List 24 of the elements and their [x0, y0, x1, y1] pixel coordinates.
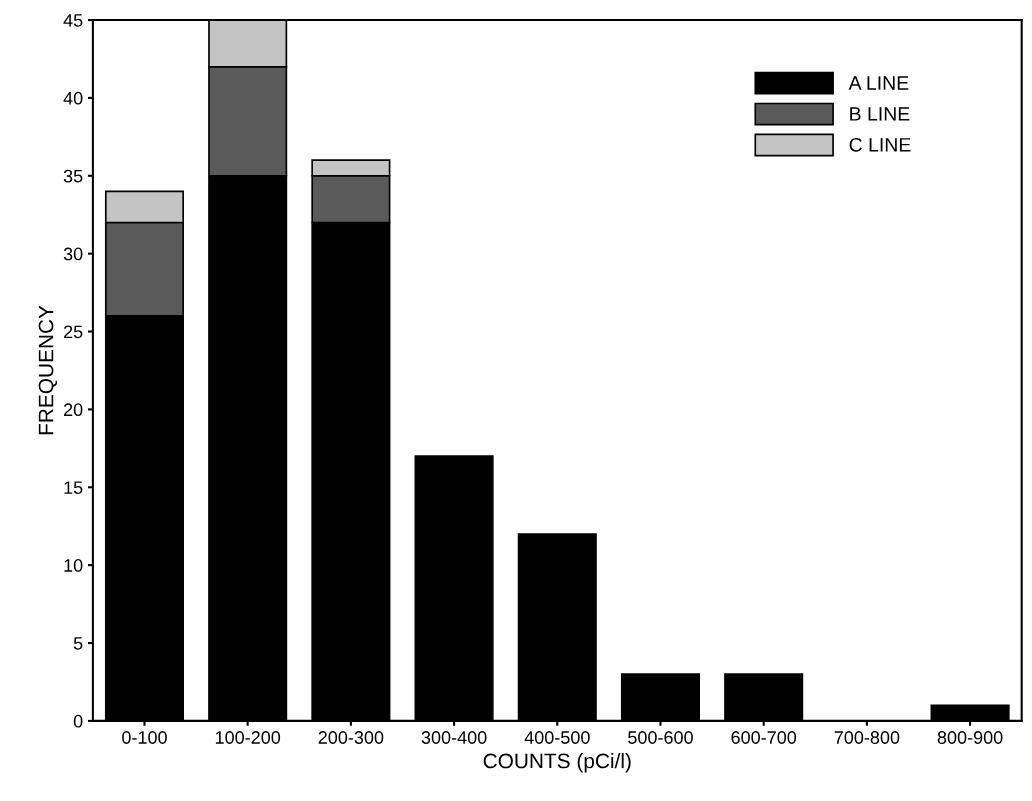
y-tick-label: 45 [63, 14, 83, 27]
x-tick-label: 0-100 [122, 731, 167, 744]
y-tick-label: 15 [64, 481, 83, 494]
y-tick-label: 40 [63, 91, 83, 105]
x-tick-label: 200-300 [318, 731, 384, 744]
legend-label: A LINE [848, 76, 909, 90]
x-axis-title: COUNTS (pCi/l) [483, 753, 631, 773]
x-tick-label: 600-700 [731, 731, 797, 744]
y-tick-label: 10 [64, 559, 83, 572]
x-tick-label: 100-200 [215, 731, 281, 744]
x-tick-label: 400-500 [524, 731, 590, 744]
y-tick-label: 5 [73, 637, 83, 650]
y-tick-label: 25 [63, 325, 83, 339]
x-tick-label: 300-400 [421, 731, 487, 744]
x-tick-label: 500-600 [628, 731, 693, 744]
y-tick-label: 20 [63, 403, 83, 417]
x-tick-label: 800-900 [937, 731, 1003, 744]
y-axis-title: FREQUENCY [38, 305, 58, 435]
y-tick-label: 35 [63, 169, 83, 183]
x-tick-label: 700-800 [834, 731, 900, 744]
y-tick-label: 0 [73, 714, 83, 728]
legend-label: C LINE [849, 137, 911, 152]
legend-label: B LINE [850, 107, 910, 121]
y-tick-label: 30 [63, 247, 83, 261]
